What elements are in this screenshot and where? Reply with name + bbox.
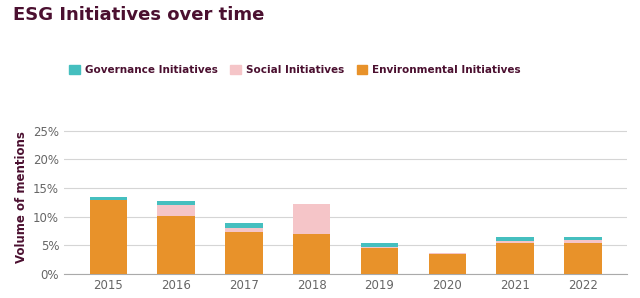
Legend: Governance Initiatives, Social Initiatives, Environmental Initiatives: Governance Initiatives, Social Initiativ… <box>69 65 521 75</box>
Bar <box>293 234 330 274</box>
Bar <box>564 243 602 274</box>
Bar <box>90 200 127 274</box>
Bar <box>90 197 127 200</box>
Bar <box>497 241 534 243</box>
Bar <box>429 254 466 274</box>
Bar <box>157 216 195 274</box>
Bar <box>361 248 398 274</box>
Bar <box>293 204 330 234</box>
Bar <box>564 237 602 240</box>
Text: ESG Initiatives over time: ESG Initiatives over time <box>13 6 264 24</box>
Y-axis label: Volume of mentions: Volume of mentions <box>15 131 28 263</box>
Bar <box>497 238 534 241</box>
Bar <box>429 253 466 254</box>
Bar <box>157 205 195 216</box>
Bar <box>225 228 262 232</box>
Bar <box>225 223 262 228</box>
Bar <box>361 243 398 247</box>
Bar <box>497 243 534 274</box>
Bar <box>225 232 262 274</box>
Bar <box>157 201 195 205</box>
Bar <box>564 240 602 243</box>
Bar <box>361 247 398 248</box>
